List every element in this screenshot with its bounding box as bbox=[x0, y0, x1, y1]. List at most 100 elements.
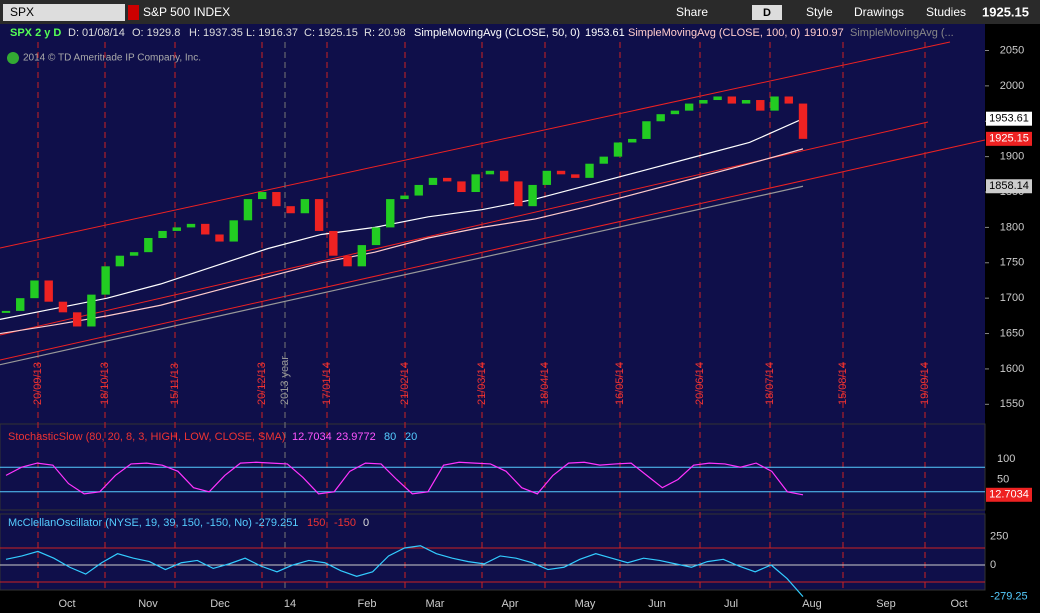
x-tick-label: May bbox=[575, 598, 596, 610]
sma50-line bbox=[0, 118, 804, 320]
study-value: 12.7034 bbox=[292, 431, 332, 443]
drawings-button[interactable]: Drawings bbox=[854, 5, 904, 19]
y-tick-label: 1650 bbox=[1000, 327, 1024, 339]
x-tick-label: Dec bbox=[210, 598, 230, 610]
expiry-label: 20/09/13 bbox=[32, 362, 44, 405]
expiry-label: 15/08/14 bbox=[837, 362, 849, 405]
expiry-label: 18/10/13 bbox=[99, 362, 111, 405]
candle bbox=[229, 220, 238, 242]
candle bbox=[599, 156, 608, 164]
x-tick-label: Aug bbox=[802, 598, 822, 610]
candle bbox=[784, 96, 793, 104]
study-label: SimpleMovingAvg (CLOSE, 100, 0) bbox=[628, 27, 800, 39]
studies-button[interactable]: Studies bbox=[926, 5, 966, 19]
y-tick-label: 2050 bbox=[1000, 44, 1024, 56]
candle bbox=[471, 174, 480, 193]
study-value: 0 bbox=[363, 517, 369, 529]
stochastic-line bbox=[5, 461, 804, 496]
y-tick-label: 100 bbox=[997, 453, 1015, 465]
expiry-label: 18/07/14 bbox=[764, 362, 776, 405]
candle bbox=[443, 177, 452, 182]
expiry-label: 20/06/14 bbox=[694, 362, 706, 405]
study-value: -150 bbox=[334, 517, 356, 529]
candle bbox=[428, 177, 438, 185]
candle bbox=[756, 100, 765, 111]
expiry-label: 20/12/13 bbox=[256, 362, 268, 405]
candle bbox=[371, 227, 381, 246]
ohlc: C: 1925.15 bbox=[304, 27, 358, 39]
study-label: SimpleMovingAvg (... bbox=[850, 27, 954, 39]
candle bbox=[457, 181, 466, 193]
candle bbox=[585, 163, 594, 178]
symbol[interactable]: SPX bbox=[10, 5, 34, 19]
study-value: 80 bbox=[384, 431, 396, 443]
x-tick-label: Mar bbox=[426, 598, 445, 610]
ohlc: D: 01/08/14 bbox=[68, 27, 125, 39]
study-value: 20 bbox=[405, 431, 417, 443]
expiry-label: 15/11/13 bbox=[169, 363, 181, 405]
candle bbox=[272, 192, 281, 207]
candle bbox=[286, 206, 295, 214]
value-marker bbox=[986, 487, 1032, 502]
expiry-label: 18/04/14 bbox=[539, 362, 551, 405]
candle bbox=[485, 170, 495, 175]
y-tick-label: 1800 bbox=[1000, 221, 1024, 233]
expiry-label: 21/02/14 bbox=[399, 362, 411, 405]
expiry-label: 16/05/14 bbox=[614, 362, 626, 405]
y-tick-label: 1900 bbox=[1000, 151, 1024, 163]
candle bbox=[314, 199, 324, 231]
style-button[interactable]: Style bbox=[806, 5, 833, 19]
study-value: 1953.61 bbox=[585, 27, 625, 39]
candle bbox=[186, 223, 196, 228]
price-marker bbox=[986, 111, 1032, 126]
candle bbox=[129, 252, 139, 256]
ohlc: O: 1929.8 bbox=[132, 27, 180, 39]
price-marker bbox=[986, 131, 1032, 146]
candle bbox=[386, 199, 395, 228]
y-tick-label: 1600 bbox=[1000, 363, 1024, 375]
price-marker bbox=[986, 179, 1032, 194]
x-tick-label: Jun bbox=[648, 598, 666, 610]
candle bbox=[115, 255, 125, 267]
price-marker-label: 1858.14 bbox=[989, 180, 1029, 192]
y-tick-label: 50 bbox=[997, 473, 1009, 485]
candle bbox=[798, 103, 808, 139]
candle bbox=[542, 170, 552, 185]
study-title: StochasticSlow (80, 20, 8, 3, HIGH, LOW,… bbox=[8, 431, 286, 443]
x-tick-label: Nov bbox=[138, 598, 158, 610]
symbol-box[interactable] bbox=[3, 4, 125, 21]
candle bbox=[699, 100, 708, 104]
study-value: 1910.97 bbox=[804, 27, 844, 39]
y-tick-label: 1550 bbox=[1000, 398, 1024, 410]
candle bbox=[343, 255, 352, 267]
ohlc: L: 1916.37 bbox=[246, 27, 298, 39]
candle bbox=[201, 223, 210, 235]
expiry-label: 2013 year bbox=[279, 356, 291, 405]
symbol-name: S&P 500 INDEX bbox=[143, 5, 230, 19]
value-marker-label: 12.7034 bbox=[989, 489, 1029, 501]
candle bbox=[172, 227, 181, 231]
candle bbox=[514, 181, 523, 207]
candle bbox=[300, 199, 310, 214]
candle bbox=[770, 96, 779, 111]
ohlc: R: 20.98 bbox=[364, 27, 406, 39]
study-value: 150 bbox=[307, 517, 325, 529]
study-label: SimpleMovingAvg (CLOSE, 50, 0) bbox=[414, 27, 580, 39]
copyright: 2014 © TD Ameritrade IP Company, Inc. bbox=[23, 53, 201, 64]
value-marker-label: -279.25 bbox=[990, 591, 1027, 603]
candle bbox=[329, 230, 338, 256]
y-tick-label: 250 bbox=[990, 531, 1008, 543]
candle bbox=[414, 184, 423, 196]
share-button[interactable]: Share bbox=[676, 5, 708, 19]
period-button[interactable]: D bbox=[763, 7, 771, 19]
candle bbox=[87, 294, 96, 327]
candle bbox=[158, 230, 167, 239]
candle bbox=[101, 266, 110, 295]
x-tick-label: Sep bbox=[876, 598, 896, 610]
candle bbox=[670, 110, 680, 115]
x-tick-label: Jul bbox=[724, 598, 738, 610]
candle bbox=[215, 234, 224, 242]
candle bbox=[243, 199, 253, 221]
y-tick-label: 2000 bbox=[1000, 80, 1024, 92]
